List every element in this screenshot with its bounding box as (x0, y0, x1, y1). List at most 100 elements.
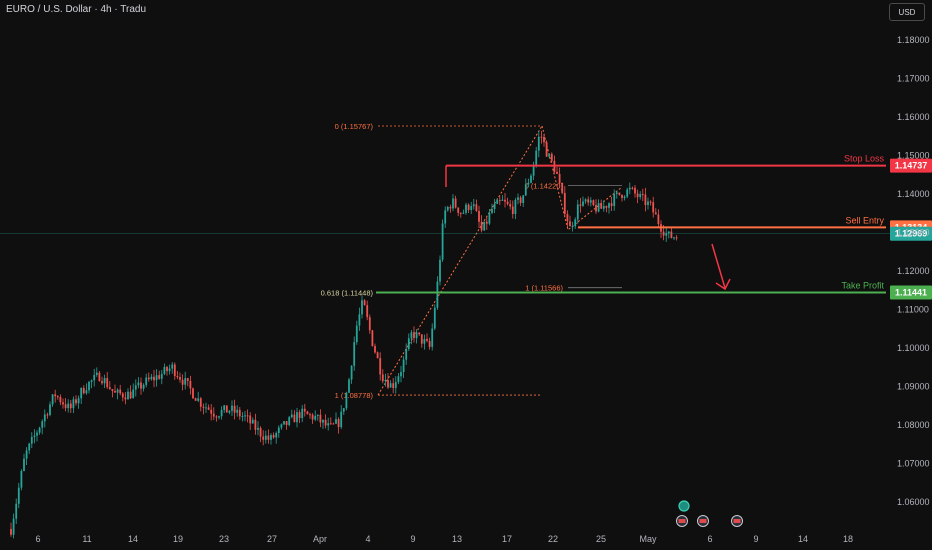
candle-body (472, 204, 475, 207)
candle-body (602, 205, 605, 209)
candle-body (306, 411, 309, 415)
candle-body (584, 199, 587, 202)
candle-body (426, 339, 428, 341)
candle-body (301, 408, 304, 419)
candle-body (288, 417, 291, 425)
currency-button[interactable]: USD (889, 3, 925, 21)
fib-label-0: 0 (1.15767) (335, 122, 374, 131)
candle-body (527, 182, 530, 185)
candle-body (384, 380, 387, 382)
candle-body (155, 375, 158, 381)
candle-body (254, 419, 257, 430)
candle-body (335, 419, 337, 424)
candle-body (342, 408, 345, 412)
candle-body (595, 205, 597, 212)
candle-body (132, 389, 135, 399)
candle-body (626, 189, 629, 197)
candle-body (168, 368, 171, 372)
y-tick-label: 1.10000 (897, 343, 930, 353)
candle-body (574, 219, 577, 227)
chart-extras (676, 243, 743, 527)
candle-body (114, 390, 116, 393)
candle-body (51, 394, 54, 405)
candle-body (124, 397, 127, 400)
candle-body (563, 192, 566, 214)
candle-body (171, 364, 174, 369)
candle-body (522, 195, 525, 203)
candle-body (28, 443, 31, 451)
candle-body (246, 415, 249, 417)
level-price-tag (890, 285, 932, 300)
candle-body (431, 328, 434, 347)
candle-body (329, 423, 332, 425)
candle-body (363, 300, 366, 306)
candle-body (501, 199, 504, 201)
candle-body (355, 325, 358, 343)
y-tick-label: 1.07000 (897, 459, 930, 469)
candle-body (231, 405, 233, 411)
candle-body (108, 387, 111, 389)
candle-body (103, 378, 106, 384)
candle-body (30, 436, 33, 444)
candle-body (166, 366, 168, 372)
candle-body (38, 427, 41, 433)
candle-body (392, 383, 395, 388)
candle-body (652, 202, 655, 213)
candle-body (277, 427, 280, 434)
candle-body (524, 184, 527, 196)
candle-body (309, 414, 311, 416)
candle-body (345, 392, 348, 409)
candle-body (540, 136, 543, 138)
candle-body (475, 204, 478, 212)
y-tick-label: 1.11000 (897, 305, 929, 315)
candle-body (361, 300, 363, 315)
earnings-event-icon[interactable] (678, 500, 690, 512)
candle-body (496, 200, 499, 204)
flag-icon (733, 519, 741, 523)
symbol-title: EURO / U.S. Dollar · 4h · Tradu (6, 4, 147, 15)
candle-body (605, 205, 608, 208)
candle-body (275, 433, 278, 438)
candle-body (111, 388, 114, 391)
candle-body (454, 198, 457, 208)
candle-body (17, 487, 20, 504)
x-tick-label: 22 (548, 534, 558, 544)
candle-body (314, 415, 317, 420)
candle-body (449, 206, 452, 209)
candle-body (327, 423, 330, 426)
candle-body (12, 518, 15, 535)
candle-body (566, 213, 569, 222)
candle-body (530, 175, 532, 183)
x-tick-label: 6 (707, 534, 712, 544)
candle-body (220, 410, 223, 417)
candle-body (579, 204, 582, 206)
candle-body (43, 414, 46, 422)
candle-body (298, 412, 301, 419)
candle-body (670, 231, 673, 238)
candle-body (290, 414, 293, 418)
candle-body (667, 231, 670, 234)
y-tick-label: 1.08000 (897, 420, 930, 430)
candle-body (207, 407, 210, 410)
candle-body (85, 390, 88, 394)
x-tick-label: 27 (267, 534, 277, 544)
x-tick-label: 6 (35, 534, 40, 544)
level-price-text: 1.14737 (895, 161, 928, 171)
candle-body (296, 412, 298, 423)
candle-body (543, 136, 545, 143)
candle-body (428, 340, 431, 347)
candle-body (179, 377, 181, 380)
candle-body (446, 206, 449, 211)
candle-body (176, 376, 179, 378)
candle-body (319, 414, 322, 423)
y-tick-label: 1.15000 (897, 151, 930, 161)
candle-body (569, 221, 571, 227)
x-tick-label: 4 (365, 534, 370, 544)
candle-body (215, 416, 218, 418)
candle-body (587, 199, 590, 203)
candle-body (272, 435, 275, 438)
candle-body (134, 385, 137, 390)
x-tick-label: 9 (410, 534, 415, 544)
